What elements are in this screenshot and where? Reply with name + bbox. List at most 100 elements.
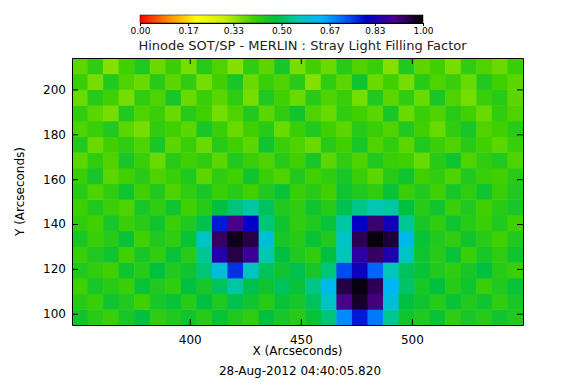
tick-mark [517, 224, 523, 225]
heatmap-cell [414, 231, 430, 247]
heatmap-cell [383, 137, 399, 153]
heatmap-cell [150, 168, 166, 184]
heatmap-cell [72, 199, 88, 215]
heatmap-cell [228, 294, 244, 310]
heatmap-cell [212, 105, 228, 121]
heatmap-cell [290, 184, 306, 200]
heatmap-cell [445, 294, 461, 310]
heatmap-cell [461, 184, 477, 200]
heatmap-cell [243, 215, 259, 231]
heatmap-cell [445, 137, 461, 153]
chart: 4004505001001201401601802000.000.170.330… [0, 0, 562, 384]
tick-mark [301, 58, 302, 64]
heatmap-cell [103, 137, 119, 153]
heatmap-cell [181, 294, 197, 310]
heatmap-cell [507, 246, 523, 262]
heatmap-cell [88, 89, 104, 105]
heatmap-cell [274, 152, 290, 168]
heatmap-cell [150, 184, 166, 200]
heatmap-cell [196, 262, 212, 278]
heatmap-cell [305, 199, 321, 215]
tick-mark [517, 89, 523, 90]
heatmap-cell [103, 231, 119, 247]
tick-mark [72, 269, 78, 270]
tick-label: 200 [43, 83, 66, 97]
heatmap-cells [72, 58, 523, 325]
heatmap-cell [274, 309, 290, 325]
heatmap-cell [414, 278, 430, 294]
tick [517, 269, 523, 270]
heatmap-cell [212, 168, 228, 184]
heatmap-cell [196, 137, 212, 153]
heatmap-cell [305, 121, 321, 137]
y-axis-title: Y (Arcseconds) [13, 147, 27, 237]
axis-line [73, 58, 524, 59]
heatmap-cell [383, 58, 399, 74]
heatmap-cell [476, 294, 492, 310]
heatmap-cell [88, 168, 104, 184]
heatmap-cell [181, 231, 197, 247]
heatmap-cell [414, 74, 430, 90]
heatmap-cell [321, 246, 337, 262]
heatmap-cell [119, 58, 135, 74]
heatmap-cell [165, 199, 181, 215]
heatmap-cell [259, 309, 275, 325]
heatmap-cell [134, 121, 150, 137]
heatmap-cell [290, 262, 306, 278]
heatmap-cell [290, 152, 306, 168]
heatmap-cell [243, 105, 259, 121]
heatmap-cell [165, 246, 181, 262]
heatmap-cell [367, 215, 383, 231]
heatmap-cell [321, 262, 337, 278]
heatmap-cell [181, 309, 197, 325]
heatmap-cell [305, 58, 321, 74]
heatmap-cell [383, 215, 399, 231]
heatmap-cell [476, 121, 492, 137]
tick: 120 [43, 262, 78, 276]
heatmap-cell [336, 294, 352, 310]
heatmap-cell [103, 278, 119, 294]
heatmap-cell [228, 262, 244, 278]
heatmap-cell [165, 184, 181, 200]
heatmap-cell [336, 246, 352, 262]
heatmap-cell [507, 105, 523, 121]
heatmap-cell [259, 74, 275, 90]
heatmap-cell [150, 246, 166, 262]
heatmap-cell [476, 58, 492, 74]
heatmap-cell [476, 199, 492, 215]
heatmap-cell [336, 74, 352, 90]
heatmap-cell [259, 137, 275, 153]
heatmap-cell [430, 246, 446, 262]
heatmap-cell [196, 74, 212, 90]
heatmap-cell [399, 168, 415, 184]
heatmap-cell [88, 294, 104, 310]
heatmap-cell [150, 58, 166, 74]
heatmap-cell [445, 215, 461, 231]
heatmap-cell [165, 89, 181, 105]
heatmap-cell [243, 262, 259, 278]
heatmap-cell [134, 231, 150, 247]
heatmap-cell [321, 74, 337, 90]
heatmap-cell [507, 168, 523, 184]
heatmap-cell [399, 184, 415, 200]
heatmap-cell [461, 137, 477, 153]
colorbar [140, 15, 423, 23]
heatmap-cell [352, 105, 368, 121]
heatmap-cell [212, 262, 228, 278]
heatmap-cell [352, 137, 368, 153]
heatmap-cell [88, 231, 104, 247]
heatmap-cell [305, 278, 321, 294]
heatmap-cell [461, 121, 477, 137]
heatmap-cell [507, 262, 523, 278]
heatmap-cell [507, 184, 523, 200]
heatmap-cell [383, 199, 399, 215]
heatmap-cell [445, 121, 461, 137]
heatmap-cell [134, 278, 150, 294]
heatmap-cell [383, 309, 399, 325]
tick-mark [72, 224, 78, 225]
heatmap-cell [383, 231, 399, 247]
tick-label: 400 [179, 333, 202, 347]
heatmap-cell [72, 246, 88, 262]
heatmap-cell [399, 89, 415, 105]
heatmap-cell [492, 215, 508, 231]
